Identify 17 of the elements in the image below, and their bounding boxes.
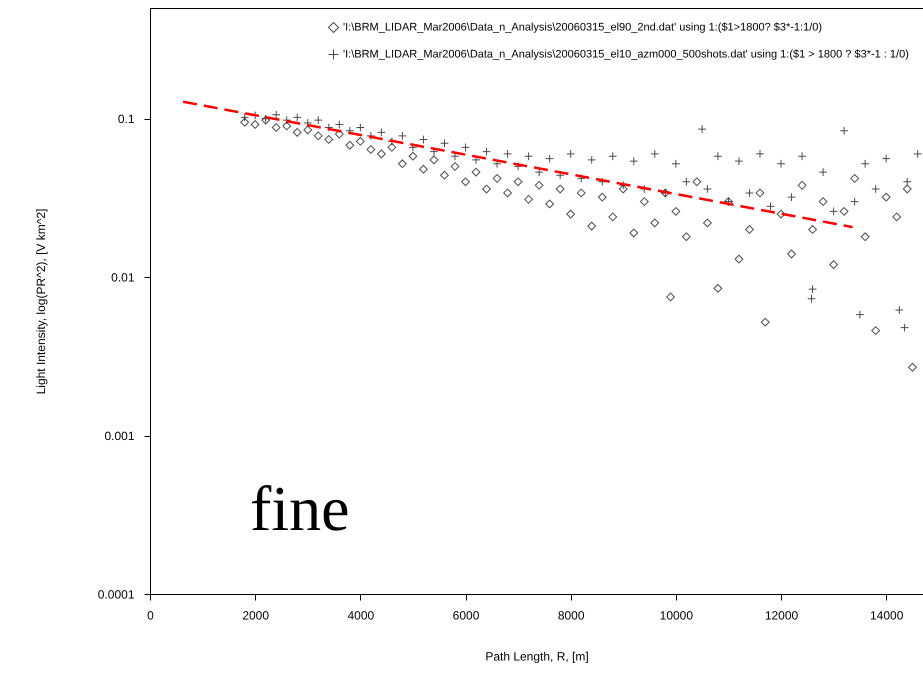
x-tick-label: 8000 — [558, 608, 585, 622]
x-tick-label: 0 — [147, 608, 154, 622]
x-tick-label: 2000 — [242, 608, 270, 622]
y-tick-label: 0.001 — [104, 429, 135, 444]
x-tick-label: 14000 — [870, 608, 904, 622]
legend-label: 'I:\BRM_LIDAR_Mar2006\Data_n_Analysis\20060315_el90_2nd.dat' using 1:($1>1800? $3*-1:1/0) — [343, 22, 822, 34]
y-tick-label: 0.0001 — [98, 588, 135, 602]
y-axis-title: Light Intensity, log(PR^2), [V km^2] — [34, 208, 48, 394]
x-tick-label: 10000 — [660, 608, 694, 622]
y-tick-label: 0.01 — [111, 270, 135, 285]
x-axis-title: Path Length, R, [m] — [485, 650, 589, 664]
legend-label: 'I:\BRM_LIDAR_Mar2006\Data_n_Analysis\20060315_el10_azm000_500shots.dat' using 1:($1 > 1800 ? $3*-1 : 1/0) — [343, 48, 909, 60]
x-tick-label: 12000 — [764, 608, 799, 622]
x-tick-label: 6000 — [452, 608, 480, 622]
annotation: fine — [250, 473, 350, 544]
y-tick-label: 0.1 — [118, 112, 135, 126]
x-tick-label: 4000 — [347, 608, 375, 622]
